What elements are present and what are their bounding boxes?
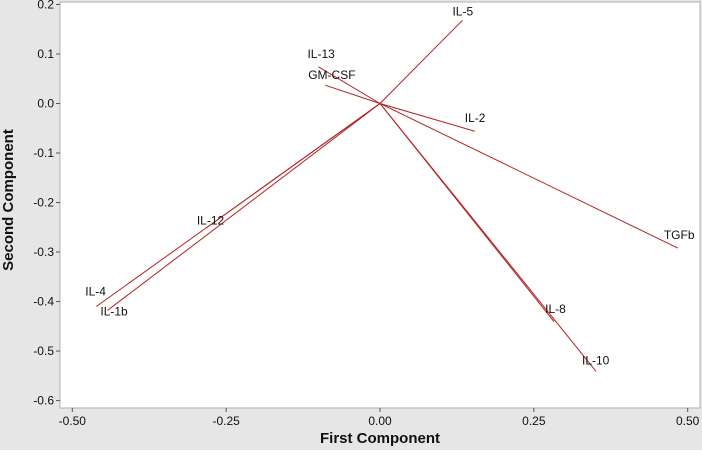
x-axis-ticks: -0.50 -0.25 0.00 0.25 0.50 [59,408,700,428]
loading-vector [379,103,597,372]
loading-vector [379,103,475,132]
loading-vector-label: IL-2 [465,111,486,125]
plot-area [59,1,701,409]
loading-vector-label: TGFb [664,228,695,242]
y-tick-label: -0.1 [33,146,54,160]
y-tick-label: -0.4 [33,295,54,309]
y-tick-label: -0.5 [33,344,54,358]
y-tick-label: 0.0 [37,97,54,111]
x-tick-label: 0.00 [368,414,392,428]
loading-vector [96,103,381,307]
loading-vector-label: IL-8 [545,302,566,316]
loading-vector-label: IL-12 [197,213,225,227]
x-tick-label: 0.50 [676,414,700,428]
loading-vector-label: GM-CSF [308,68,355,82]
loading-vectors [96,19,679,372]
loading-vector-label: IL-13 [307,47,335,61]
loading-vector [379,103,679,249]
loading-vector [107,103,381,311]
y-tick-label: 0.1 [37,47,54,61]
y-tick-label: -0.3 [33,245,54,259]
x-tick-label: -0.25 [212,414,240,428]
x-tick-label: 0.25 [522,414,546,428]
loading-vector [379,19,463,104]
x-tick-label: -0.50 [59,414,87,428]
y-tick-label: 0.2 [37,0,54,11]
loading-vector [318,66,381,104]
loading-vector-label: IL-1b [100,304,128,318]
y-tick-label: -0.2 [33,196,54,210]
loading-vector-label: IL-10 [582,353,610,367]
loading-vector-labels: IL-5 IL-13 GM-CSF IL-2 TGFb IL-12 IL-4 IL-1b IL-… [85,4,695,367]
y-axis-title: Second Component [0,129,17,271]
loading-vector-label: IL-5 [452,4,473,18]
loading-vector-label: IL-4 [85,285,106,299]
y-tick-label: -0.6 [33,394,54,408]
loading-vector [325,84,381,104]
x-axis-title: First Component [320,430,440,447]
y-axis-ticks: 0.2 0.1 0.0 -0.1 -0.2 -0.3 -0.4 -0.5 -0.6 [33,0,60,408]
